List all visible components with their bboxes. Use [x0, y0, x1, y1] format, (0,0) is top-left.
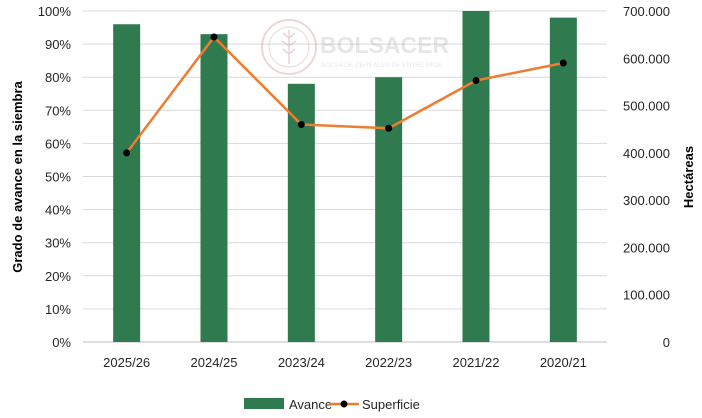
legend-superficie-marker	[340, 400, 348, 408]
y-tick-label: 80%	[45, 70, 71, 85]
x-tick-label: 2021/22	[453, 355, 500, 370]
y-tick-label: 30%	[45, 236, 71, 251]
category-axis-ticks: 2025/26 2024/25 2023/24 2022/23 2021/22 2020/…	[103, 355, 587, 370]
y2-tick-label: 0	[663, 335, 670, 350]
y-tick-label: 0%	[52, 335, 71, 350]
y2-tick-label: 100.000	[623, 288, 670, 303]
bar-avance	[375, 77, 403, 342]
x-tick-label: 2023/24	[278, 355, 325, 370]
watermark-name: BOLSACER	[320, 32, 449, 58]
watermark-logo: BOLSACER BOLSA DE CEREALES DE ENTRE RÍOS	[261, 19, 449, 75]
gridlines	[83, 10, 607, 343]
y2-tick-label: 300.000	[623, 193, 670, 208]
superficie-point	[297, 120, 305, 128]
y2-tick-label: 700.000	[623, 4, 670, 19]
legend-avance-label: Avance	[289, 397, 332, 412]
superficie-point	[559, 59, 567, 67]
superficie-line-path	[125, 35, 564, 154]
y-tick-label: 40%	[45, 203, 71, 218]
x-tick-label: 2020/21	[540, 355, 587, 370]
y-tick-label: 20%	[45, 269, 71, 284]
superficie-point	[472, 77, 480, 85]
y-tick-label: 90%	[45, 37, 71, 52]
x-tick-label: 2022/23	[365, 355, 412, 370]
x-tick-label: 2024/25	[191, 355, 238, 370]
bar-avance	[462, 11, 490, 342]
x-tick-label: 2025/26	[103, 355, 150, 370]
watermark-tagline: BOLSA DE CEREALES DE ENTRE RÍOS	[321, 60, 443, 69]
watermark-seal	[261, 19, 317, 75]
y-tick-label: 10%	[45, 302, 71, 317]
y-tick-label: 60%	[45, 136, 71, 151]
y2-tick-label: 400.000	[623, 146, 670, 161]
legend: Avance Superficie	[244, 397, 420, 412]
superficie-point	[385, 124, 393, 132]
bar-avance	[200, 34, 228, 343]
right-axis-ticks: 0 100.000 200.000 300.000 400.000 500.000 600.…	[623, 4, 670, 350]
superficie-line	[123, 33, 567, 157]
y-tick-label: 50%	[45, 170, 71, 185]
watermark-seal-inner	[268, 26, 310, 68]
y2-tick-label: 500.000	[623, 99, 670, 114]
superficie-point	[210, 33, 218, 41]
y2-tick-label: 600.000	[623, 51, 670, 66]
y2-axis-title: Hectáreas	[681, 146, 696, 208]
bar-avance	[549, 17, 577, 343]
bar-avance	[113, 24, 141, 343]
y-tick-label: 70%	[45, 103, 71, 118]
legend-superficie-label: Superficie	[362, 397, 420, 412]
y-tick-label: 100%	[38, 4, 72, 19]
legend-avance-swatch	[244, 398, 284, 409]
left-axis-ticks: 0% 10% 20% 30% 40% 50% 60% 70% 80% 90% 100%	[38, 4, 72, 350]
wheat-icon	[281, 30, 297, 64]
y2-tick-label: 200.000	[623, 240, 670, 255]
superficie-point	[123, 149, 131, 157]
y-axis-title: Grado de avance en la siembra	[10, 80, 25, 272]
